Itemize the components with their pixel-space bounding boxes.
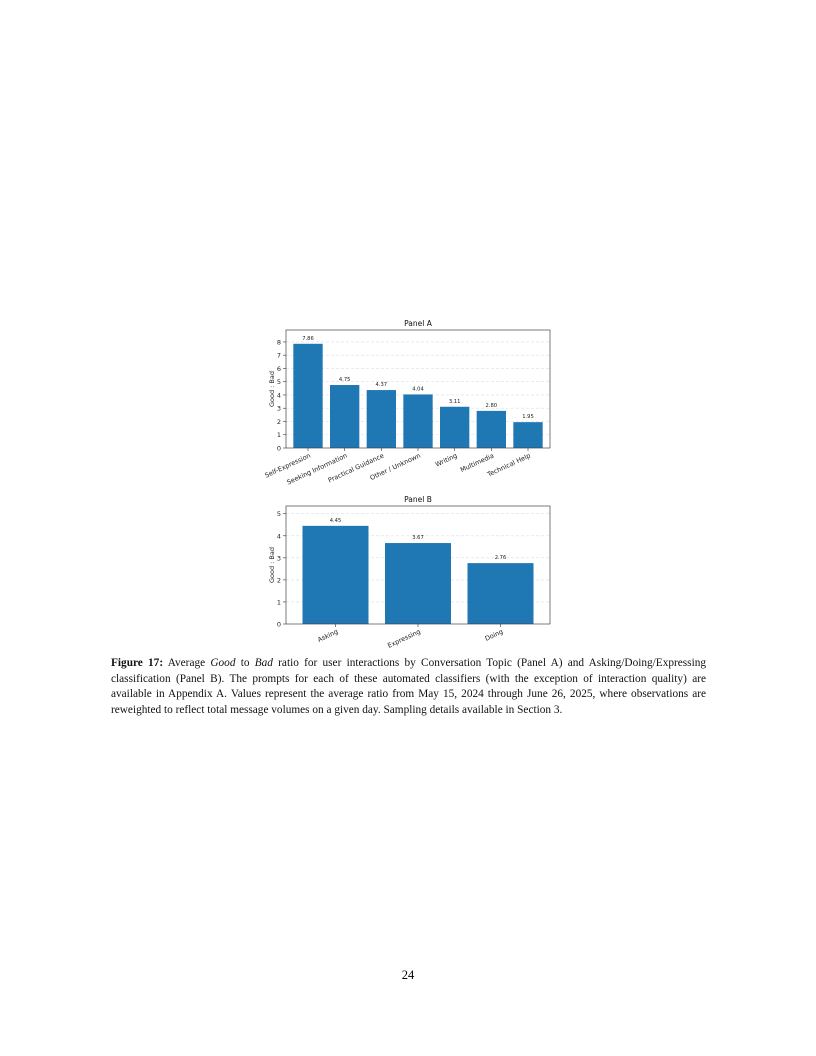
caption-text: ratio for user interactions by Conversat… [111,657,706,716]
bar-other-unknown [403,394,433,448]
data-label: 2.80 [486,403,498,409]
panel-b: 0 1 2 3 4 5 4.45 Asking 3.67 Expressing 2.76 Doing P… [268,495,551,650]
chart-title: Panel A [404,319,433,328]
data-label: 3.11 [449,399,461,405]
bar-asking [302,525,369,624]
data-label: 4.37 [376,382,388,388]
y-tick-label: 8 [277,338,281,346]
x-tick-label: Doing [484,628,505,643]
data-label: 4.75 [339,377,351,383]
y-tick-label: 3 [277,405,281,413]
y-tick-label: 0 [277,621,281,629]
y-tick-label: 2 [277,418,281,426]
bar-practical-guidance [366,390,396,448]
caption-bad: Bad [254,657,273,669]
x-tick-label: Writing [434,452,458,469]
data-label: 1.95 [522,414,534,420]
caption-text: Average [163,657,211,669]
y-tick-label: 7 [277,352,281,360]
y-axis-label: Good : Bad [268,547,276,583]
data-label: 4.04 [412,386,424,392]
figure-caption: Figure 17: Average Good to Bad ratio for… [111,656,706,718]
data-label: 7.86 [302,336,314,342]
bar-multimedia [476,410,506,448]
bar-technical-help [513,422,543,448]
data-label: 3.67 [412,535,424,541]
bar-expressing [385,543,451,624]
page-number: 24 [401,968,415,982]
y-tick-label: 5 [277,510,281,518]
y-tick-label: 1 [277,431,281,439]
y-tick-label: 3 [277,554,281,562]
axes-frame [285,329,551,449]
y-tick-label: 4 [277,532,281,540]
y-tick-label: 0 [277,445,281,453]
y-tick-label: 6 [277,365,281,373]
bar-doing [467,563,534,624]
caption-good: Good [210,657,236,669]
caption-label: Figure 17: [111,657,164,669]
caption-text: to [235,657,255,669]
y-tick-label: 5 [277,378,281,386]
chart-title: Panel B [404,495,432,504]
y-tick-label: 2 [277,576,281,584]
x-tick-label: Expressing [386,628,421,650]
y-axis-label: Good : Bad [268,371,276,407]
data-label: 2.76 [495,555,507,561]
bar-self-expression [293,343,323,448]
y-tick-label: 1 [277,598,281,606]
data-label: 4.45 [330,518,342,524]
y-tick-label: 4 [277,391,281,399]
axes-frame [285,505,551,625]
bar-writing [440,406,470,448]
bar-seeking-information [330,385,360,448]
x-tick-label: Asking [316,628,339,644]
